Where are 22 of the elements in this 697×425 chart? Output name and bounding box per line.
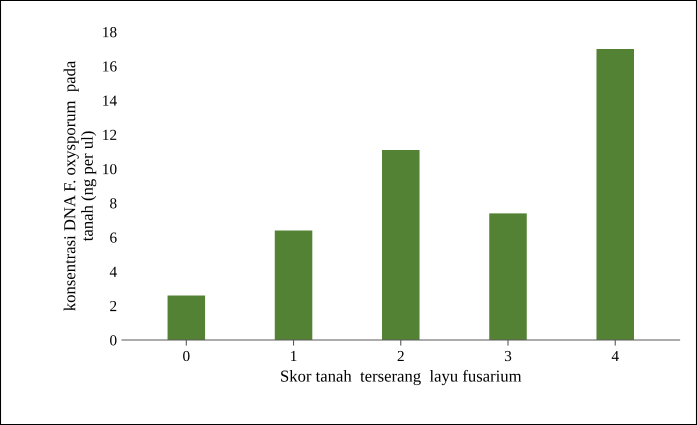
bar [274, 230, 312, 340]
x-tick-label: 3 [504, 350, 512, 362]
y-tick-label: 2 [110, 300, 116, 312]
x-axis-title: Skor tanah terserang layu fusarium [281, 370, 522, 386]
y-tick-label: 0 [110, 335, 117, 346]
y-tick-label: 8 [110, 198, 117, 209]
y-tick-label: 4 [110, 266, 117, 277]
y-tick-label: 14 [103, 96, 117, 106]
y-tick-label: 6 [110, 232, 117, 243]
y-tick-label: 10 [103, 164, 117, 174]
bar [382, 150, 420, 340]
x-tick-label: 2 [398, 350, 404, 362]
y-tick-label: 18 [103, 27, 117, 38]
y-tick-label: 16 [103, 61, 117, 72]
y-tick-label: 12 [103, 130, 116, 140]
x-tick-label: 0 [183, 350, 190, 362]
x-tick-label: 1 [291, 350, 296, 362]
y-axis-title: konsentrasi DNA F. oxysporum pada tanah (ng per ul) [64, 60, 96, 311]
x-tick-label: 4 [612, 350, 619, 362]
bar [596, 48, 634, 340]
bar [489, 213, 527, 340]
bar [168, 295, 206, 340]
